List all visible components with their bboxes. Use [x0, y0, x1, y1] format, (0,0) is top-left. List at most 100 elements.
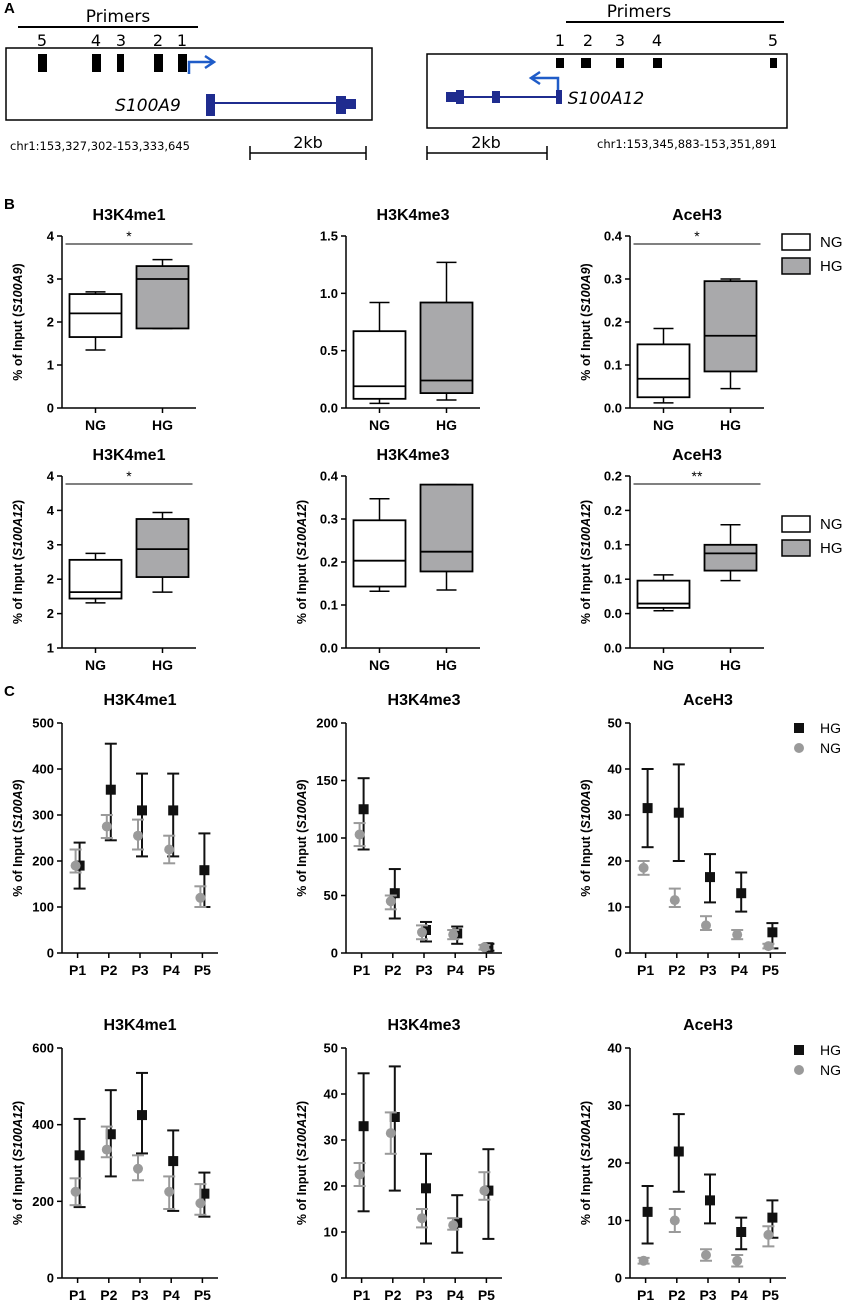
y-axis-label-gene: S100A12 [11, 1105, 25, 1157]
x-tick-label: P3 [131, 962, 148, 978]
gene-coordinates: chr1:153,345,883-153,351,891 [597, 137, 777, 151]
data-point-hg [168, 805, 179, 816]
x-tick-label: NG [653, 417, 674, 433]
x-tick-label: P3 [415, 962, 432, 978]
gene-map-s100a12-svg: Primers 1 2 3 4 5 S100A12 chr1:153,345,8… [426, 2, 788, 160]
y-tick-label: 3 [47, 272, 54, 287]
y-tick-label: 20 [608, 854, 622, 869]
data-point-hg [736, 1227, 747, 1237]
data-point-hg [673, 1146, 684, 1157]
y-axis-label-prefix: % of Input ( [579, 828, 593, 897]
y-axis-label-prefix: % of Input ( [579, 1156, 593, 1225]
legend-box-s100a12: NG HG [780, 514, 866, 564]
x-tick-label: P4 [447, 1287, 464, 1303]
x-tick-label: P1 [353, 1287, 370, 1303]
legend-marker-hg [794, 723, 804, 733]
y-axis-label: % of Input (S100A12) [11, 1101, 25, 1225]
x-tick-label: P5 [194, 1287, 211, 1303]
gene-exon [344, 99, 356, 109]
y-tick-label: 4 [47, 503, 55, 518]
box-body [636, 343, 691, 399]
chart-title: H3K4me1 [104, 1017, 177, 1034]
y-axis-label-prefix: % of Input ( [295, 828, 309, 897]
y-tick-label: 0.1 [604, 572, 622, 587]
x-tick-label: P5 [478, 962, 495, 978]
y-tick-label: 0.1 [320, 598, 338, 613]
y-tick-label: 0 [47, 946, 54, 961]
data-point-hg [767, 1212, 778, 1223]
legend-scatter-s100a9-svg: HG NG [794, 720, 841, 756]
chart-title: H3K4me1 [93, 447, 166, 464]
locus-box [426, 53, 788, 129]
x-tick-label: NG [85, 657, 106, 673]
legend-swatch-hg [781, 257, 811, 275]
y-axis-label-gene: S100A12 [579, 504, 593, 556]
primer-number: 5 [37, 31, 47, 50]
y-axis-label-gene: S100A9 [579, 267, 593, 312]
primer-mark [581, 58, 591, 68]
y-axis-label-gene: S100A9 [11, 267, 25, 312]
x-tick-label: P2 [384, 1287, 401, 1303]
y-tick-label: 0.1 [604, 537, 622, 552]
chart-svg: H3K4me1 % of Input (S100A12) 1 2 2 3 4 4 NG HG * [11, 447, 196, 673]
y-tick-label: 100 [316, 831, 338, 846]
y-axis-label-prefix: % of Input ( [11, 555, 25, 624]
y-tick-label: 0.0 [604, 606, 622, 621]
data-point-ng [479, 1185, 490, 1196]
significance-label: * [126, 468, 132, 484]
chart-svg: H3K4me1 % of Input (S100A12) 0 200 400 600 P1 P… [11, 1017, 218, 1303]
data-point-hg [642, 1206, 653, 1217]
legend-box-s100a9-svg: NG HG [781, 233, 843, 275]
y-axis-label: % of Input (S100A12) [11, 500, 25, 624]
x-tick-label: NG [369, 657, 390, 673]
gene-map-s100a12: Primers 1 2 3 4 5 S100A12 chr1:153,345,8… [420, 0, 866, 185]
chart-svg: H3K4me3 % of Input (S100A12) 0 10 20 30 40 50 P1… [295, 1017, 502, 1303]
data-point-ng [701, 920, 711, 931]
y-tick-label: 3 [47, 537, 54, 552]
data-point-ng [479, 942, 490, 953]
x-tick-label: HG [720, 417, 741, 433]
data-point-hg [137, 805, 147, 816]
y-axis-label-gene: S100A9 [295, 783, 309, 828]
x-tick-label: HG [720, 657, 741, 673]
data-point-hg [767, 927, 778, 938]
y-axis-label-suffix: ) [11, 500, 25, 504]
y-tick-label: 0.3 [604, 272, 622, 287]
x-tick-label: HG [436, 417, 457, 433]
primer-mark [38, 54, 47, 72]
y-tick-label: 10 [608, 900, 622, 915]
y-tick-label: 0.2 [320, 555, 338, 570]
y-axis-label-suffix: ) [295, 779, 309, 783]
y-axis-label: % of Input (S100A12) [579, 500, 593, 624]
x-tick-label: P5 [762, 962, 779, 978]
y-tick-label: 40 [324, 1087, 338, 1102]
y-tick-label: 4 [47, 469, 55, 484]
chart-b3-aceh3-s100a9: AceH3 % of Input (S100A9) 0.0 0.1 0.2 0.3 0.4 N… [568, 200, 848, 440]
tss-arrow-icon [533, 76, 560, 90]
chart-title: AceH3 [683, 1017, 733, 1034]
legend-label-hg: HG [820, 540, 843, 557]
y-tick-label: 150 [316, 773, 338, 788]
data-point-hg [358, 804, 369, 815]
x-tick-label: P4 [731, 1287, 748, 1303]
data-point-hg [105, 1129, 116, 1140]
significance-label: * [694, 228, 700, 244]
primer-mark [616, 58, 624, 68]
y-tick-label: 0.0 [320, 401, 338, 416]
gene-coordinates: chr1:153,327,302-153,333,645 [10, 139, 190, 153]
x-tick-label: P2 [100, 1287, 117, 1303]
data-point-hg [673, 807, 684, 818]
y-tick-label: 0.0 [320, 641, 338, 656]
legend-label-hg: HG [820, 258, 843, 275]
y-tick-label: 600 [32, 1041, 54, 1056]
legend-label-hg: HG [820, 720, 841, 736]
x-tick-label: NG [653, 657, 674, 673]
chart-svg: H3K4me3 % of Input (S100A9) 0 50 100 150 200 P1… [295, 692, 502, 978]
primer-number: 5 [768, 31, 778, 50]
legend-swatch-ng [781, 515, 811, 533]
x-tick-label: P4 [447, 962, 464, 978]
chart-svg: H3K4me1 % of Input (S100A9) 0 100 200 300 400 5… [11, 692, 218, 978]
chart-title: H3K4me3 [388, 1017, 461, 1034]
chart-b5-h3k4me3-s100a12: H3K4me3 % of Input (S100A12) 0.0 0.1 0.2 0.3 0… [284, 440, 564, 680]
data-point-ng [669, 1215, 680, 1226]
